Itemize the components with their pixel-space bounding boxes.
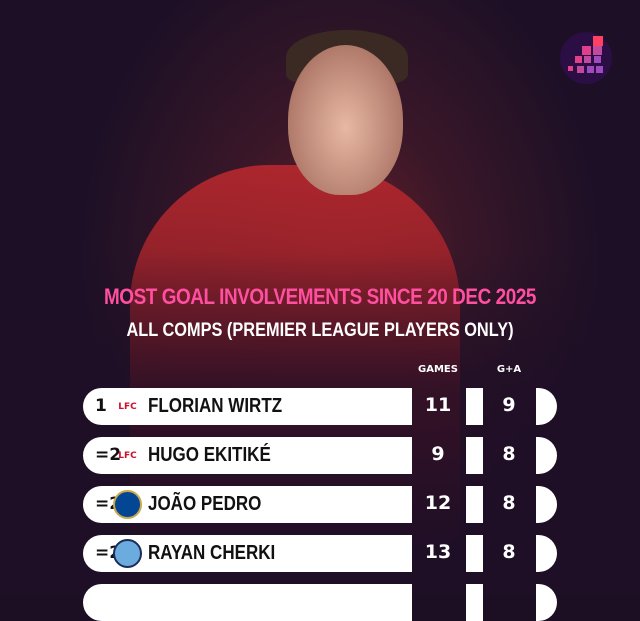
row-divider [466, 486, 483, 523]
row-end-cap [536, 486, 557, 523]
row-end-cap [536, 437, 557, 474]
man-city-crest-icon [113, 539, 142, 568]
crest-text: LFC [118, 450, 137, 461]
player-name: HUGO EKITIKÉ [148, 444, 271, 466]
liverpool-crest-icon: LFC [113, 392, 142, 421]
page-subtitle: ALL COMPS (PREMIER LEAGUE PLAYERS ONLY) [126, 320, 514, 341]
row-divider [466, 437, 483, 474]
ga-header: G+A [496, 364, 522, 375]
ga-value: 8 [502, 443, 516, 465]
ga-value: 9 [502, 394, 516, 416]
table-row-partial [83, 584, 558, 621]
table-row: 1 LFC FLORIAN WIRTZ 11 9 [83, 388, 558, 425]
games-value: 13 [424, 541, 452, 563]
player-name: FLORIAN WIRTZ [148, 395, 283, 417]
player-name: RAYAN CHERKI [148, 542, 276, 564]
row-end-cap [536, 535, 557, 572]
games-header: GAMES [418, 364, 458, 375]
row-pill [83, 388, 412, 425]
rank: =2 [95, 445, 122, 465]
row-pill [83, 584, 412, 621]
row-divider [466, 584, 483, 621]
row-end-cap [536, 584, 557, 621]
table-row: =2 JOÃO PEDRO 12 8 [83, 486, 558, 523]
player-name: JOÃO PEDRO [148, 493, 262, 515]
table-row: =2 RAYAN CHERKI 13 8 [83, 535, 558, 572]
games-value: 11 [424, 394, 452, 416]
table-row: =2 LFC HUGO EKITIKÉ 9 8 [83, 437, 558, 474]
crest-text: LFC [118, 401, 137, 412]
rank: 1 [95, 396, 107, 416]
player-head [288, 45, 403, 195]
games-value: 12 [424, 492, 452, 514]
games-value: 9 [431, 443, 445, 465]
row-pill [83, 437, 412, 474]
brand-logo-icon [560, 32, 612, 84]
liverpool-crest-icon: LFC [113, 441, 142, 470]
page-title: MOST GOAL INVOLVEMENTS SINCE 20 DEC 2025 [103, 284, 537, 309]
ga-value: 8 [502, 541, 516, 563]
row-divider [466, 535, 483, 572]
ga-value: 8 [502, 492, 516, 514]
row-divider [466, 388, 483, 425]
row-end-cap [536, 388, 557, 425]
chelsea-crest-icon [113, 490, 142, 519]
